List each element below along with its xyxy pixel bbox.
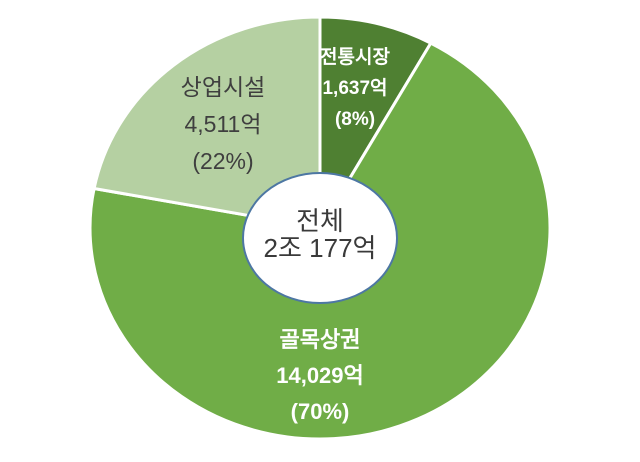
- pie-slice-traditional-market: [318, 15, 433, 230]
- donut-hole: [242, 172, 398, 304]
- segment-value: 14,029억: [276, 363, 364, 388]
- segment-percent: (70%): [290, 399, 350, 424]
- donut-center-label: 전체 2조 177억: [228, 208, 412, 262]
- pie-slice-commercial-facility: [92, 15, 322, 230]
- label-commercial-facility: 상업시설 4,511억 (22%): [141, 69, 305, 180]
- segment-percent: (8%): [334, 109, 376, 130]
- segment-name: 상업시설: [180, 74, 266, 100]
- center-label-total: 2조 177억: [263, 233, 377, 263]
- center-label-title: 전체: [296, 206, 344, 236]
- segment-value: 4,511억: [184, 111, 262, 137]
- segment-name: 골목상권: [279, 327, 361, 352]
- segment-percent: (22%): [192, 148, 254, 174]
- label-traditional-market: 전통시장 1,637억 (8%): [293, 42, 417, 135]
- label-alley-commercial: 골목상권 14,029억 (70%): [238, 322, 402, 430]
- segment-name: 전통시장: [320, 47, 390, 68]
- segment-value: 1,637억: [322, 78, 388, 99]
